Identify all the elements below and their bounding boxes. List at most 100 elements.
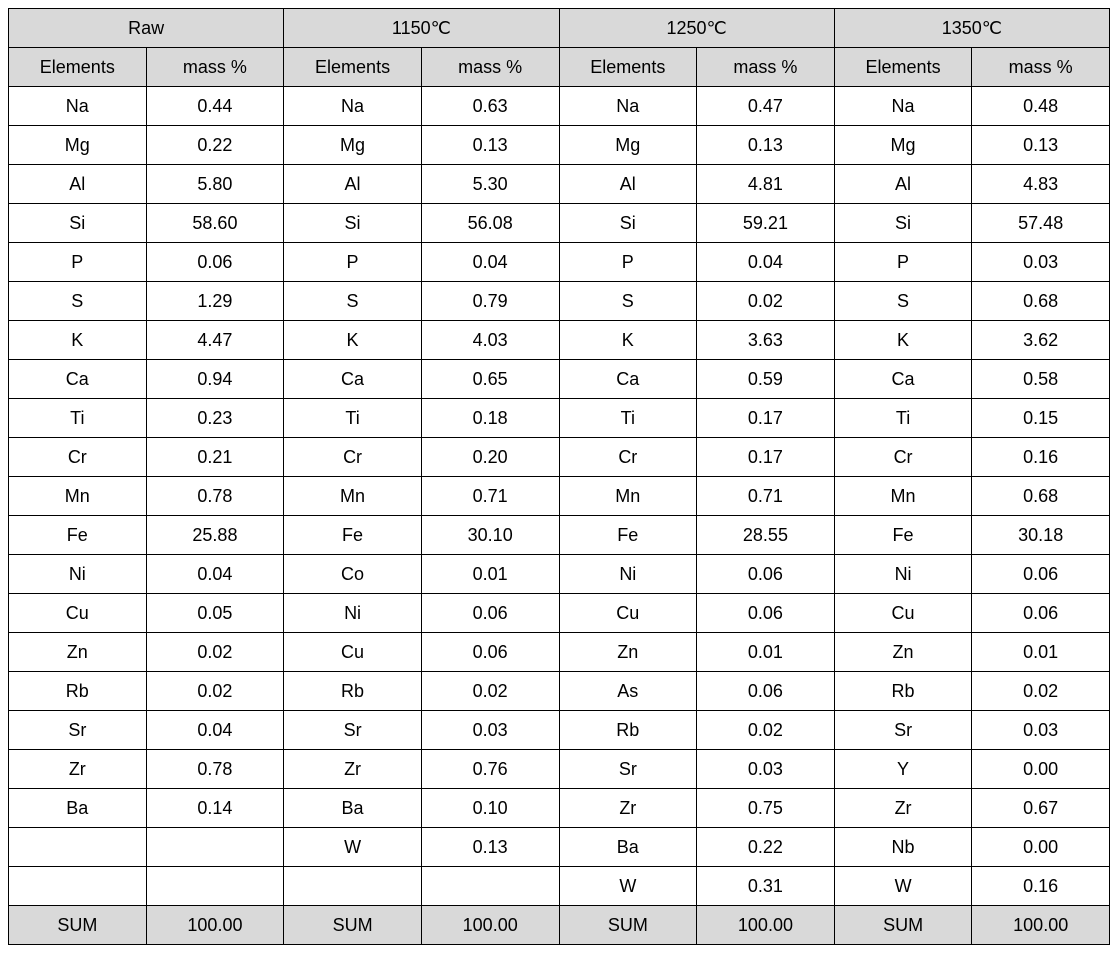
mass-cell: 4.47 (146, 321, 284, 360)
element-cell: S (559, 282, 697, 321)
group-header-row: Raw 1150℃ 1250℃ 1350℃ (9, 9, 1110, 48)
element-cell: Zn (834, 633, 972, 672)
element-cell: Mn (9, 477, 147, 516)
mass-cell: 58.60 (146, 204, 284, 243)
element-cell: As (559, 672, 697, 711)
group-header-1250: 1250℃ (559, 9, 834, 48)
mass-cell: 0.03 (421, 711, 559, 750)
table-row: Fe25.88Fe30.10Fe28.55Fe30.18 (9, 516, 1110, 555)
element-cell: Ti (834, 399, 972, 438)
element-cell: Al (559, 165, 697, 204)
element-cell: Fe (284, 516, 422, 555)
mass-cell: 5.30 (421, 165, 559, 204)
group-header-1350: 1350℃ (834, 9, 1109, 48)
mass-cell: 0.17 (697, 438, 835, 477)
element-cell: Fe (559, 516, 697, 555)
sub-header-elements-1: Elements (284, 48, 422, 87)
element-cell: K (9, 321, 147, 360)
mass-cell: 0.44 (146, 87, 284, 126)
mass-cell: 57.48 (972, 204, 1110, 243)
table-row: W0.31W0.16 (9, 867, 1110, 906)
mass-cell: 0.06 (421, 594, 559, 633)
sum-value: 100.00 (972, 906, 1110, 945)
sub-header-row: Elements mass % Elements mass % Elements… (9, 48, 1110, 87)
mass-cell: 0.67 (972, 789, 1110, 828)
element-cell: Ni (284, 594, 422, 633)
element-cell: K (834, 321, 972, 360)
sum-value: 100.00 (697, 906, 835, 945)
sub-header-mass-1: mass % (421, 48, 559, 87)
table-body: Na0.44Na0.63Na0.47Na0.48Mg0.22Mg0.13Mg0.… (9, 87, 1110, 945)
mass-cell: 0.17 (697, 399, 835, 438)
element-cell: S (834, 282, 972, 321)
mass-cell: 56.08 (421, 204, 559, 243)
table-row: Al5.80Al5.30Al4.81Al4.83 (9, 165, 1110, 204)
element-cell: Ni (559, 555, 697, 594)
mass-cell: 0.48 (972, 87, 1110, 126)
mass-cell: 0.04 (697, 243, 835, 282)
mass-cell: 0.14 (146, 789, 284, 828)
mass-cell: 0.02 (697, 711, 835, 750)
element-cell: P (559, 243, 697, 282)
mass-cell: 0.78 (146, 750, 284, 789)
table-row: Ni0.04Co0.01Ni0.06Ni0.06 (9, 555, 1110, 594)
mass-cell: 0.02 (697, 282, 835, 321)
mass-cell: 0.03 (697, 750, 835, 789)
element-cell: Ba (559, 828, 697, 867)
element-cell: Sr (834, 711, 972, 750)
element-cell (9, 828, 147, 867)
mass-cell: 3.62 (972, 321, 1110, 360)
mass-cell: 5.80 (146, 165, 284, 204)
element-cell: K (284, 321, 422, 360)
mass-cell: 0.13 (697, 126, 835, 165)
mass-cell: 0.06 (697, 672, 835, 711)
mass-cell: 0.15 (972, 399, 1110, 438)
group-header-1150: 1150℃ (284, 9, 559, 48)
element-cell: Si (9, 204, 147, 243)
element-cell: Zr (9, 750, 147, 789)
element-cell: Sr (284, 711, 422, 750)
mass-cell: 0.05 (146, 594, 284, 633)
sub-header-elements-0: Elements (9, 48, 147, 87)
element-cell: Ti (559, 399, 697, 438)
mass-cell: 0.68 (972, 282, 1110, 321)
mass-cell: 0.21 (146, 438, 284, 477)
element-cell: Zr (559, 789, 697, 828)
mass-cell: 0.79 (421, 282, 559, 321)
element-cell: Ni (834, 555, 972, 594)
element-cell: Ni (9, 555, 147, 594)
element-cell: W (559, 867, 697, 906)
table-row: Na0.44Na0.63Na0.47Na0.48 (9, 87, 1110, 126)
element-cell: Mn (834, 477, 972, 516)
element-cell: Cr (9, 438, 147, 477)
sum-label: SUM (284, 906, 422, 945)
sum-label: SUM (9, 906, 147, 945)
mass-cell: 0.22 (697, 828, 835, 867)
element-cell: P (834, 243, 972, 282)
mass-cell: 0.22 (146, 126, 284, 165)
mass-cell: 0.13 (972, 126, 1110, 165)
element-cell: Rb (284, 672, 422, 711)
table-row: W0.13Ba0.22Nb0.00 (9, 828, 1110, 867)
table-row: Sr0.04Sr0.03Rb0.02Sr0.03 (9, 711, 1110, 750)
element-cell: Zn (559, 633, 697, 672)
mass-cell: 0.16 (972, 867, 1110, 906)
element-cell: Ba (9, 789, 147, 828)
mass-cell: 0.00 (972, 750, 1110, 789)
composition-table: Raw 1150℃ 1250℃ 1350℃ Elements mass % El… (8, 8, 1110, 945)
element-cell: Mg (9, 126, 147, 165)
mass-cell: 0.03 (972, 243, 1110, 282)
sum-value: 100.00 (146, 906, 284, 945)
element-cell: Al (284, 165, 422, 204)
element-cell: Co (284, 555, 422, 594)
mass-cell: 4.81 (697, 165, 835, 204)
mass-cell: 1.29 (146, 282, 284, 321)
mass-cell: 0.31 (697, 867, 835, 906)
mass-cell: 0.68 (972, 477, 1110, 516)
group-header-raw: Raw (9, 9, 284, 48)
mass-cell: 0.23 (146, 399, 284, 438)
table-row: K4.47K4.03K3.63K3.62 (9, 321, 1110, 360)
element-cell: Zn (9, 633, 147, 672)
element-cell: Ca (284, 360, 422, 399)
element-cell: S (284, 282, 422, 321)
